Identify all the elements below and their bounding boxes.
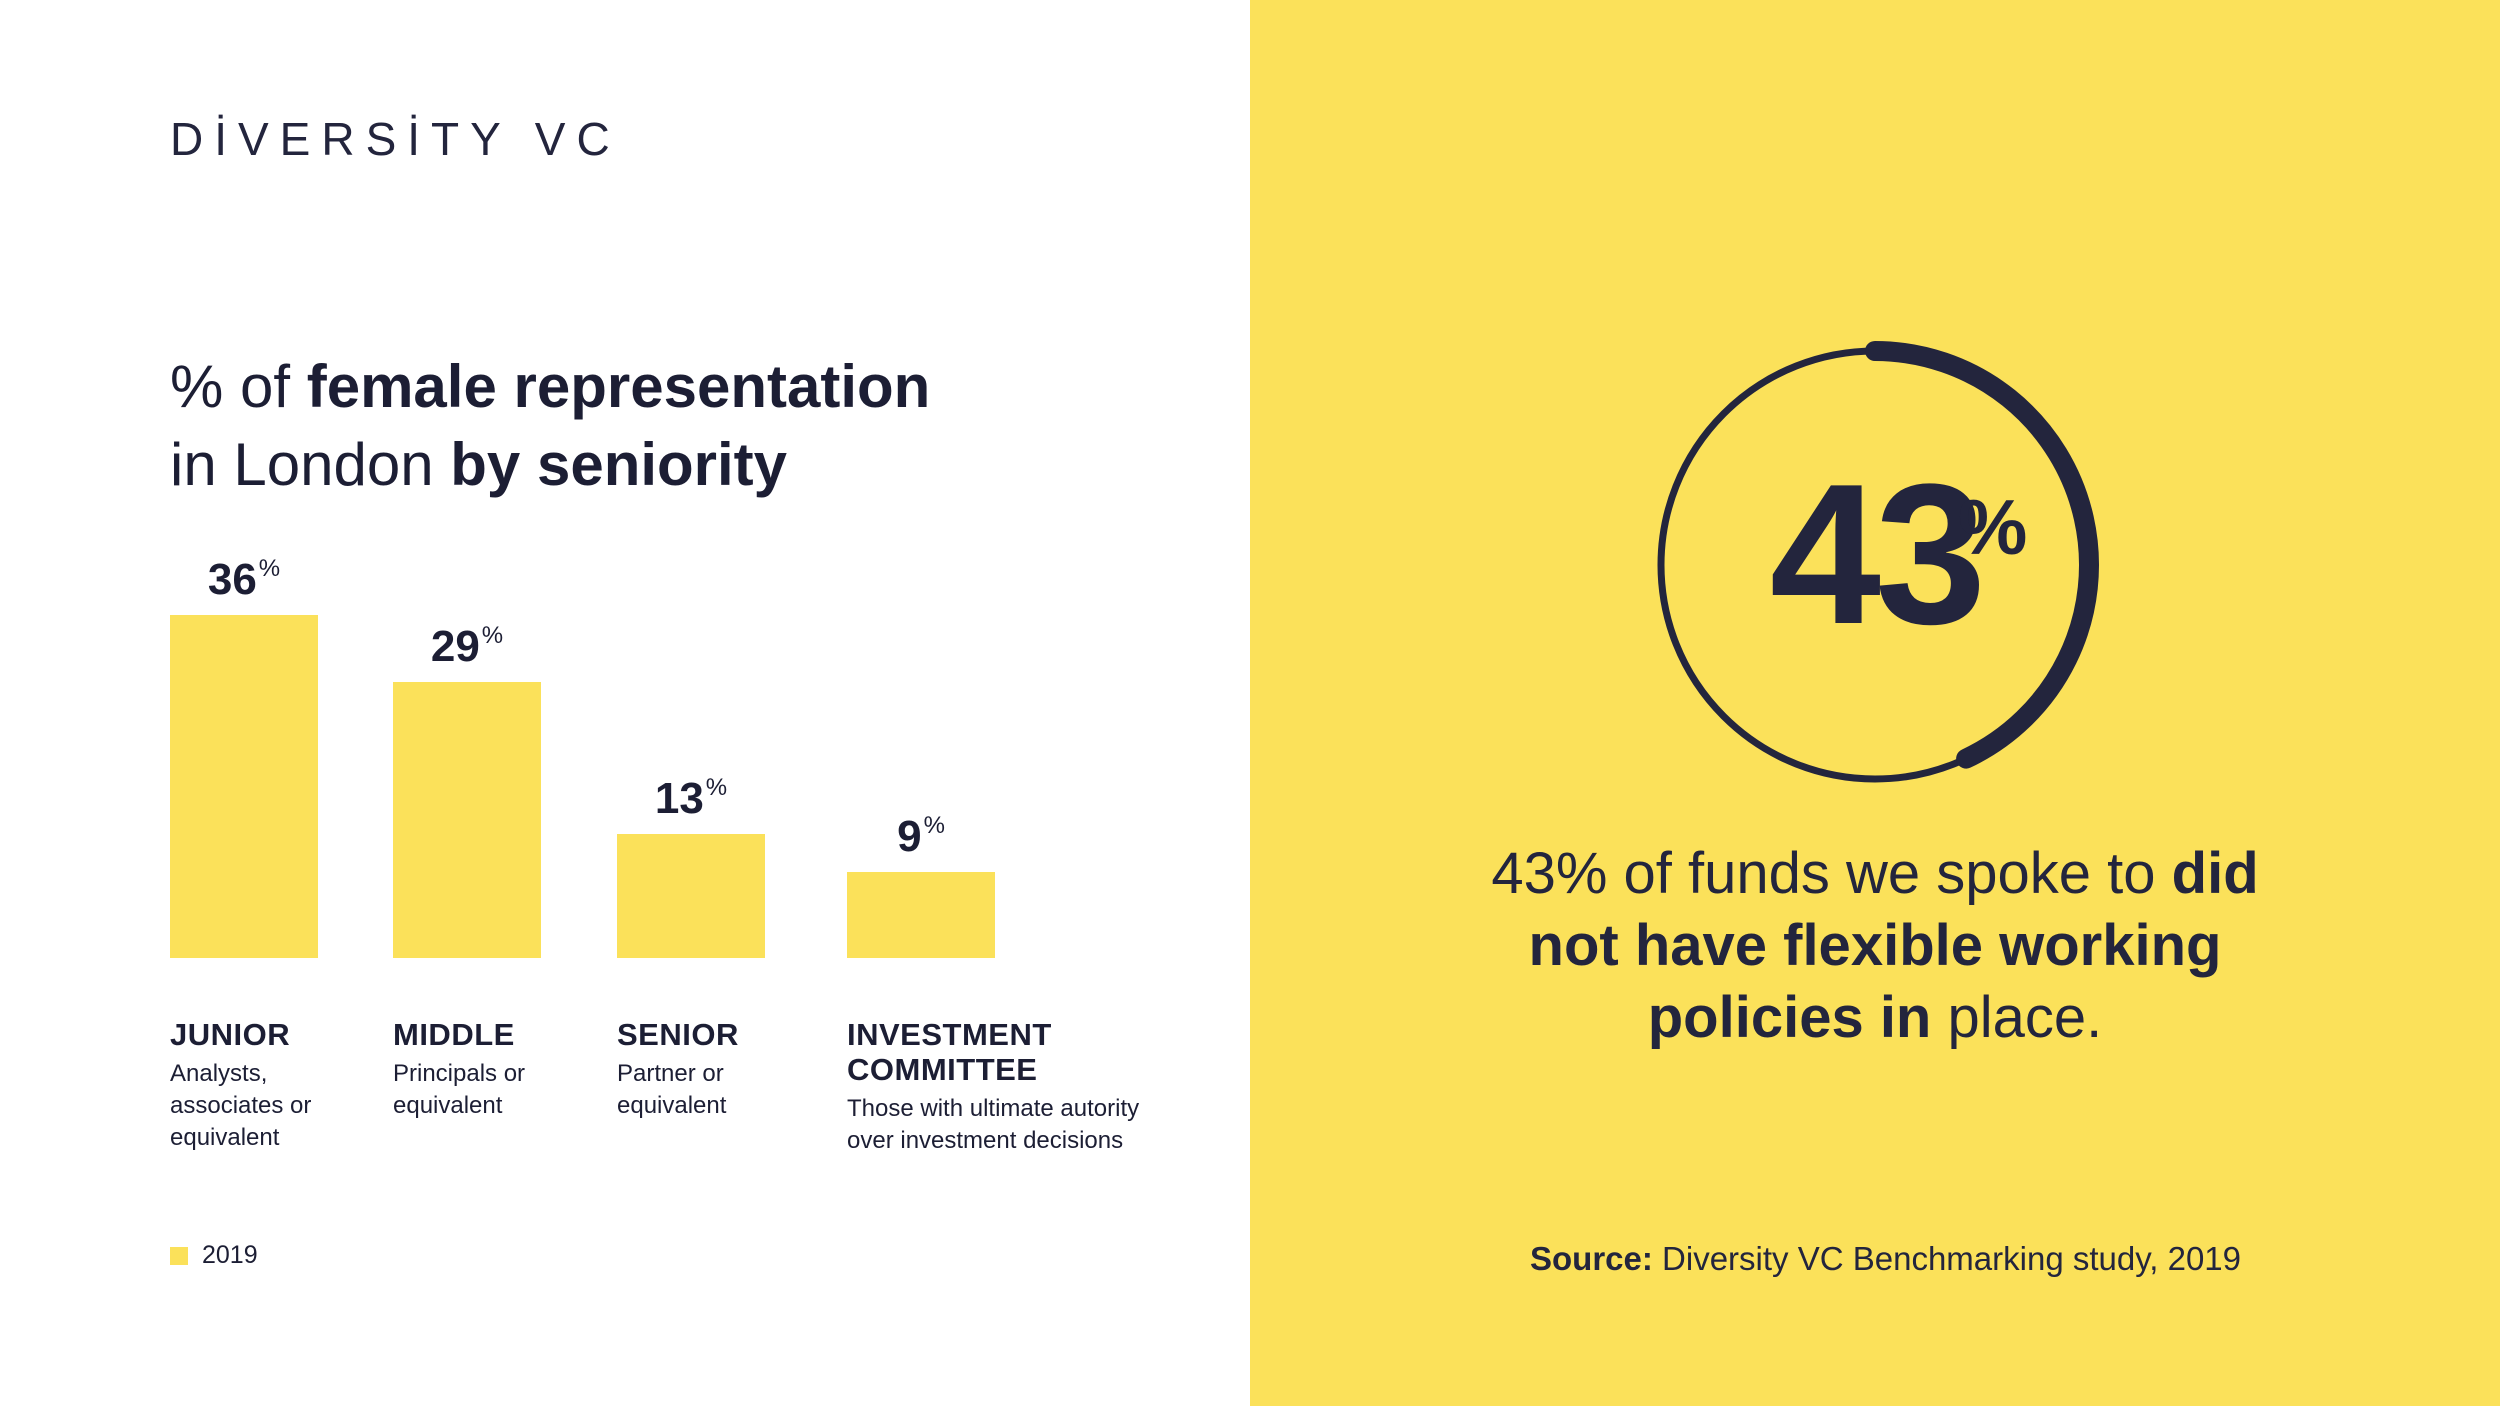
ring-arc [1865, 341, 2099, 769]
legend-label: 2019 [202, 1241, 258, 1269]
chart-title: % of female representation in London by … [170, 348, 1070, 504]
bar-1 [393, 681, 541, 958]
title-part1: % of [170, 353, 307, 420]
statement-text-1: 43% of funds we spoke to [1491, 841, 2172, 906]
diversity-vc-logo: DİVERSİTY VC [170, 113, 621, 165]
statement-text-2: place. [1931, 985, 2103, 1050]
category-description-3: Those with ultimate autority over invest… [847, 1095, 1140, 1154]
title-part1-bold: female representation [306, 353, 931, 420]
category-name-0: JUNIOR [170, 1017, 291, 1052]
source-label: Source: [1530, 1240, 1653, 1277]
highlight-value: 43 [1769, 443, 1986, 666]
bar-value-suffix-3: % [923, 812, 945, 840]
bar-value-label-0: 36% [170, 555, 318, 605]
bar-value-suffix-0: % [258, 555, 281, 582]
category-description-1: Principals or equivalent [393, 1060, 526, 1119]
category-name-1: MIDDLE [393, 1017, 515, 1052]
statement-bold: did not have flexible working policies i… [1528, 841, 2259, 1050]
category-label-1: MIDDLE Principals or equivalent [393, 1017, 563, 1122]
source-text: Diversity VC Benchmarking study, 2019 [1652, 1240, 2242, 1277]
bar-value-number-2: 13 [654, 774, 704, 824]
category-description-0: Analysts, associates or equivalent [170, 1060, 312, 1151]
category-label-3: INVESTMENT COMMITTEE Those with ultimate … [847, 1017, 1147, 1157]
right-panel [1250, 0, 2500, 1406]
bar-value-number-1: 29 [430, 621, 480, 671]
title-part2: in London [170, 431, 451, 498]
bar-3 [847, 872, 995, 958]
category-label-0: JUNIOR Analysts, associates or equivalent [170, 1017, 340, 1154]
bar-value-number-0: 36 [207, 555, 257, 604]
bar-value-label-2: 13% [617, 774, 765, 824]
category-label-2: SENIOR Partner or equivalent [617, 1017, 787, 1122]
bar-0 [170, 615, 318, 958]
highlight-statement: 43% of funds we spoke to did not have fl… [1440, 838, 2310, 1054]
category-name-3: INVESTMENT COMMITTEE [847, 1017, 1052, 1087]
left-panel: DİVERSİTY VC % of female representation … [170, 113, 1147, 1270]
bar-value-number-3: 9 [897, 812, 922, 862]
category-description-2: Partner or equivalent [617, 1060, 727, 1119]
bar-value-label-3: 9% [847, 812, 995, 862]
bar-value-suffix-2: % [705, 774, 728, 802]
source-note: Source: Diversity VC Benchmarking study,… [1530, 1240, 2241, 1278]
legend-swatch [170, 1246, 188, 1265]
progress-ring [1657, 341, 2099, 783]
bar-2 [617, 834, 765, 958]
highlight-percent-sign: % [1958, 483, 2028, 571]
category-name-2: SENIOR [617, 1017, 739, 1052]
bar-value-label-1: 29% [393, 622, 541, 672]
title-part2-bold: by seniority [450, 431, 788, 498]
chart-legend: 2019 [170, 1241, 258, 1270]
bar-value-suffix-1: % [481, 621, 504, 649]
